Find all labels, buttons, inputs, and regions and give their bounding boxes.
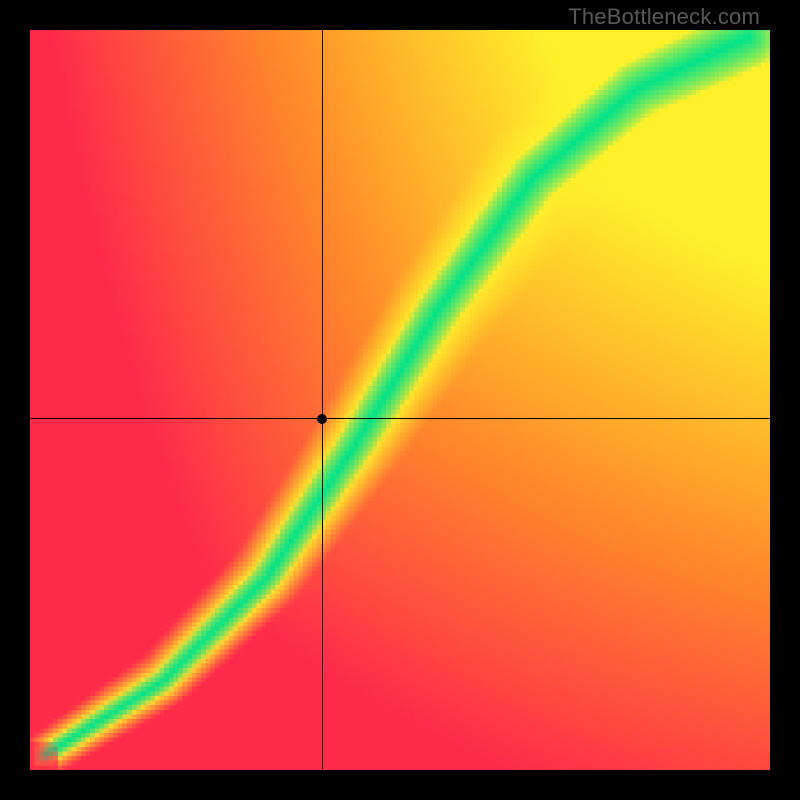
plot-area: [30, 30, 770, 770]
heatmap-canvas: [30, 30, 770, 770]
crosshair-horizontal: [30, 418, 770, 419]
crosshair-marker: [317, 414, 327, 424]
crosshair-vertical: [322, 30, 323, 770]
watermark-text: TheBottleneck.com: [568, 4, 760, 30]
